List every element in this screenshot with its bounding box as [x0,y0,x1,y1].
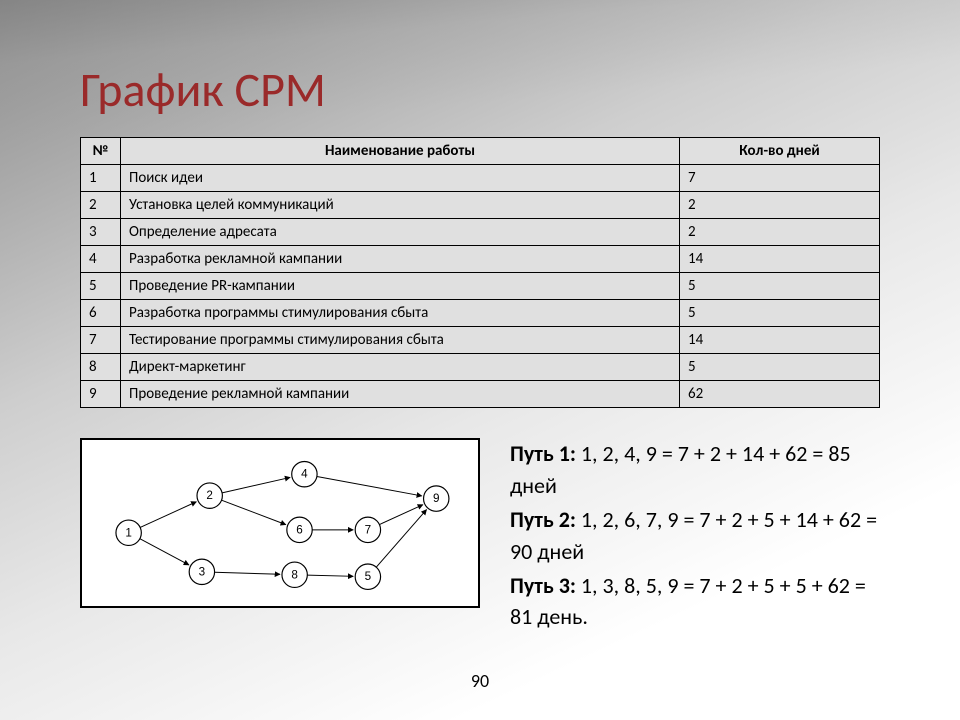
cell-name: Установка целей коммуникаций [121,192,680,219]
table-row: 5Проведение PR-кампании5 [81,273,880,300]
cell-name: Проведение PR-кампании [121,273,680,300]
path-3: Путь 3: 1, 3, 8, 5, 9 = 7 + 2 + 5 + 5 + … [510,570,880,634]
cell-days: 5 [680,354,880,381]
cell-num: 5 [81,273,121,300]
cell-name: Проведение рекламной кампании [121,381,680,408]
edge [376,510,426,568]
col-header-days: Кол-во дней [680,138,880,165]
path-3-label: Путь 3: [510,572,576,599]
edge [307,575,353,576]
cell-name: Директ-маркетинг [121,354,680,381]
edge [140,502,196,528]
node-label-2: 2 [206,489,213,502]
cell-num: 1 [81,165,121,192]
cell-days: 5 [680,273,880,300]
cell-num: 4 [81,246,121,273]
edge [317,476,422,495]
cell-num: 3 [81,219,121,246]
cell-num: 8 [81,354,121,381]
node-label-4: 4 [301,468,308,481]
table-row: 1Поиск идеи7 [81,165,880,192]
diagram-svg: 1 2 3 4 6 8 7 5 9 [82,440,478,606]
node-label-1: 1 [125,526,132,539]
cell-num: 7 [81,327,121,354]
cell-num: 6 [81,300,121,327]
table-row: 7Тестирование программы стимулирования с… [81,327,880,354]
paths-block: Путь 1: 1, 2, 4, 9 = 7 + 2 + 14 + 62 = 8… [510,438,880,635]
node-label-7: 7 [365,523,372,536]
cell-days: 5 [680,300,880,327]
path-2: Путь 2: 1, 2, 6, 7, 9 = 7 + 2 + 5 + 14 +… [510,504,880,568]
table-row: 3Определение адресата2 [81,219,880,246]
cell-days: 62 [680,381,880,408]
cell-days: 14 [680,246,880,273]
edge [140,539,189,565]
table-row: 8Директ-маркетинг5 [81,354,880,381]
lower-row: 1 2 3 4 6 8 7 5 9 Путь 1: 1, 2, 4, 9 = 7 + 2 + 1… [80,438,880,635]
cell-name: Поиск идеи [121,165,680,192]
table-row: 6Разработка программы стимулирования сбы… [81,300,880,327]
node-label-5: 5 [365,570,372,583]
table-header-row: № Наименование работы Кол-во дней [81,138,880,165]
node-label-3: 3 [199,565,206,578]
edge [222,477,290,492]
cell-name: Определение адресата [121,219,680,246]
table-row: 2Установка целей коммуникаций2 [81,192,880,219]
cpm-table: № Наименование работы Кол-во дней 1Поиск… [80,137,880,408]
cell-name: Разработка рекламной кампании [121,246,680,273]
path-1: Путь 1: 1, 2, 4, 9 = 7 + 2 + 14 + 62 = 8… [510,438,880,502]
edge [222,500,286,524]
table-row: 4Разработка рекламной кампании14 [81,246,880,273]
cell-days: 14 [680,327,880,354]
cell-days: 2 [680,192,880,219]
edge [215,572,280,574]
cell-name: Тестирование программы стимулирования сб… [121,327,680,354]
node-label-8: 8 [291,568,298,581]
col-header-num: № [81,138,121,165]
cpm-diagram: 1 2 3 4 6 8 7 5 9 [80,438,480,608]
path-2-label: Путь 2: [510,506,576,533]
slide: График СРМ № Наименование работы Кол-во … [0,0,960,720]
node-label-9: 9 [433,492,440,505]
col-header-name: Наименование работы [121,138,680,165]
path-1-label: Путь 1: [510,440,576,467]
cell-name: Разработка программы стимулирования сбыт… [121,300,680,327]
page-title: График СРМ [80,60,880,119]
cell-num: 2 [81,192,121,219]
cell-num: 9 [81,381,121,408]
cell-days: 2 [680,219,880,246]
cell-days: 7 [680,165,880,192]
node-label-6: 6 [296,523,303,536]
page-number: 90 [0,670,960,692]
table-row: 9Проведение рекламной кампании62 [81,381,880,408]
